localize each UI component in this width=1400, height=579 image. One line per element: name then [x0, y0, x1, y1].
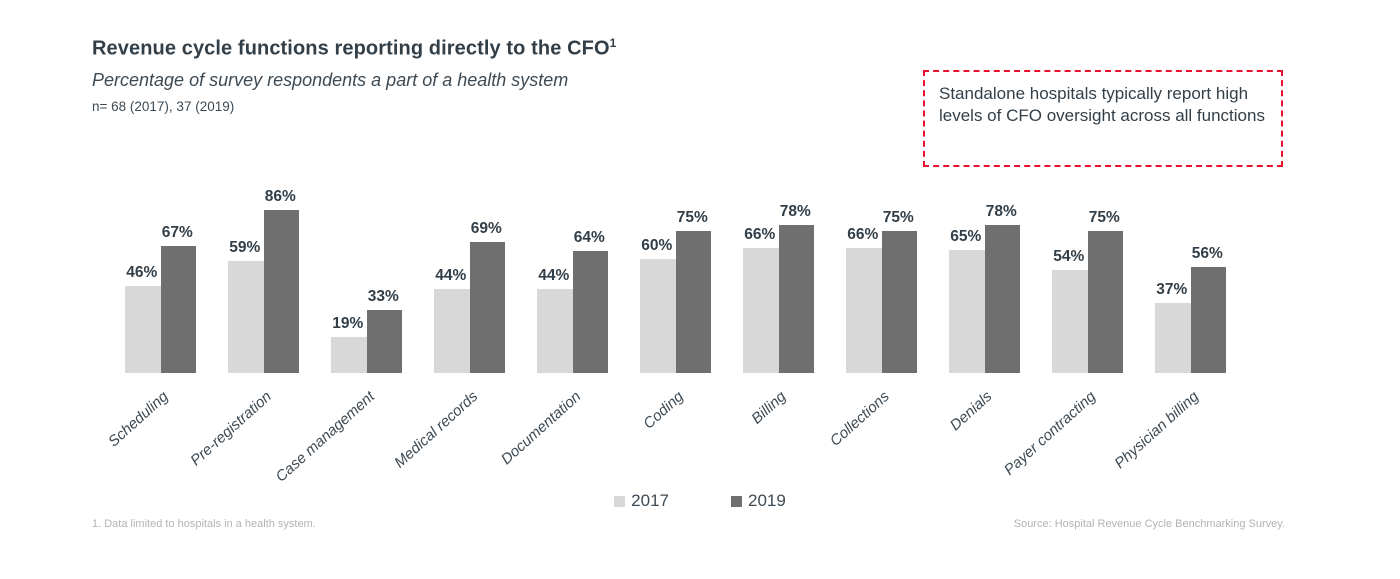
value-label-2019: 64% [573, 229, 605, 247]
value-label-2017: 54% [1053, 248, 1085, 266]
bar-2019: 67% [160, 224, 196, 373]
bar-2019: 69% [469, 220, 505, 373]
bar-2019: 75% [1087, 209, 1123, 373]
bar-2017: 19% [331, 315, 367, 373]
chart-subtitle: Percentage of survey respondents a part … [92, 69, 569, 90]
value-label-2017: 46% [126, 263, 158, 281]
bar-2017: 44% [434, 267, 470, 373]
value-label-2019: 56% [1191, 244, 1223, 262]
bar-group: 60% 75% Coding [640, 209, 711, 432]
value-label-2017: 59% [229, 238, 261, 256]
legend-swatch-2019 [731, 495, 742, 507]
bar-group: 59% 86% Pre-registration [187, 188, 299, 469]
category-label: Case management [272, 388, 378, 486]
bar-2017: 46% [125, 264, 161, 373]
title-text: Revenue cycle functions reporting direct… [92, 37, 610, 60]
legend: 2017 2019 [0, 491, 1400, 511]
category-label: Payer contracting [1000, 388, 1099, 479]
bar-group: 19% 33% Case management [272, 288, 402, 485]
value-label-2019: 78% [779, 202, 811, 220]
footnote: 1. Data limited to hospitals in a health… [92, 518, 316, 530]
bar-2017: 66% [743, 226, 779, 373]
bar-group: 66% 78% Billing [743, 203, 814, 427]
callout-text: Standalone hospitals typically report hi… [939, 84, 1265, 126]
bar-2017: 65% [949, 228, 985, 373]
bar-group: 65% 78% Denials [947, 203, 1020, 434]
bar-2017: 66% [846, 226, 882, 373]
bar-2017: 44% [537, 267, 573, 373]
legend-label-2019: 2019 [748, 491, 786, 510]
page-title: Revenue cycle functions reporting direct… [92, 36, 616, 61]
value-label-2017: 19% [332, 314, 364, 332]
bar-2019: 86% [263, 188, 299, 373]
bar-2019: 75% [881, 209, 917, 373]
bar-group: 37% 56% Physician billing [1111, 245, 1226, 472]
bar-2019: 56% [1190, 245, 1226, 373]
value-label-2017: 37% [1156, 280, 1188, 298]
chart-header: Revenue cycle functions reporting direct… [92, 36, 616, 114]
value-label-2017: 44% [435, 267, 467, 285]
value-label-2019: 67% [161, 223, 193, 241]
title-footnote-marker: 1 [609, 36, 617, 50]
value-label-2017: 44% [538, 267, 570, 285]
value-label-2019: 33% [367, 288, 399, 306]
bar-group: 46% 67% Scheduling [105, 224, 196, 450]
legend-item-2019: 2019 [731, 491, 786, 511]
value-label-2019: 75% [882, 208, 914, 226]
value-label-2019: 75% [676, 208, 708, 226]
bar-2019: 33% [366, 288, 402, 373]
bar-group: 44% 69% Medical records [391, 220, 505, 471]
bar-group: 66% 75% Collections [827, 209, 917, 450]
category-label: Pre-registration [187, 388, 275, 470]
callout-box: Standalone hospitals typically report hi… [923, 70, 1283, 167]
category-label: Scheduling [105, 388, 172, 451]
plot-area: 46% 67% Scheduling 59% 86% Pre-registration 19… [105, 0, 1229, 485]
bar-2019: 78% [778, 203, 814, 373]
category-label: Denials [947, 388, 996, 435]
category-label: Billing [748, 388, 790, 428]
bar-2019: 64% [572, 229, 608, 373]
legend-item-2017: 2017 [614, 491, 669, 511]
bar-2019: 75% [675, 209, 711, 373]
legend-label-2017: 2017 [631, 491, 669, 510]
value-label-2017: 60% [641, 237, 673, 254]
bar-2017: 59% [228, 239, 264, 373]
value-label-2019: 69% [470, 219, 502, 237]
bar-group: 54% 75% Payer contracting [1001, 209, 1123, 479]
source-note: Source: Hospital Revenue Cycle Benchmark… [1013, 518, 1285, 530]
bar-2017: 37% [1155, 281, 1191, 373]
category-label: Collections [826, 388, 893, 450]
legend-swatch-2017 [614, 495, 626, 507]
category-label: Physician billing [1111, 388, 1202, 473]
bar-2017: 54% [1052, 248, 1088, 373]
value-label-2017: 66% [847, 225, 879, 243]
sample-size-note: n= 68 (2017), 37 (2019) [92, 98, 235, 114]
value-label-2019: 78% [985, 202, 1017, 220]
value-label-2019: 86% [264, 187, 296, 205]
value-label-2017: 65% [950, 227, 982, 245]
value-label-2017: 66% [744, 225, 776, 243]
bar-2017: 60% [640, 237, 676, 373]
category-label: Coding [640, 388, 687, 433]
category-label: Documentation [497, 388, 584, 469]
category-label: Medical records [390, 388, 481, 472]
bar-2019: 78% [984, 203, 1020, 373]
bar-group: 44% 64% Documentation [498, 229, 608, 468]
value-label-2019: 75% [1088, 208, 1120, 226]
